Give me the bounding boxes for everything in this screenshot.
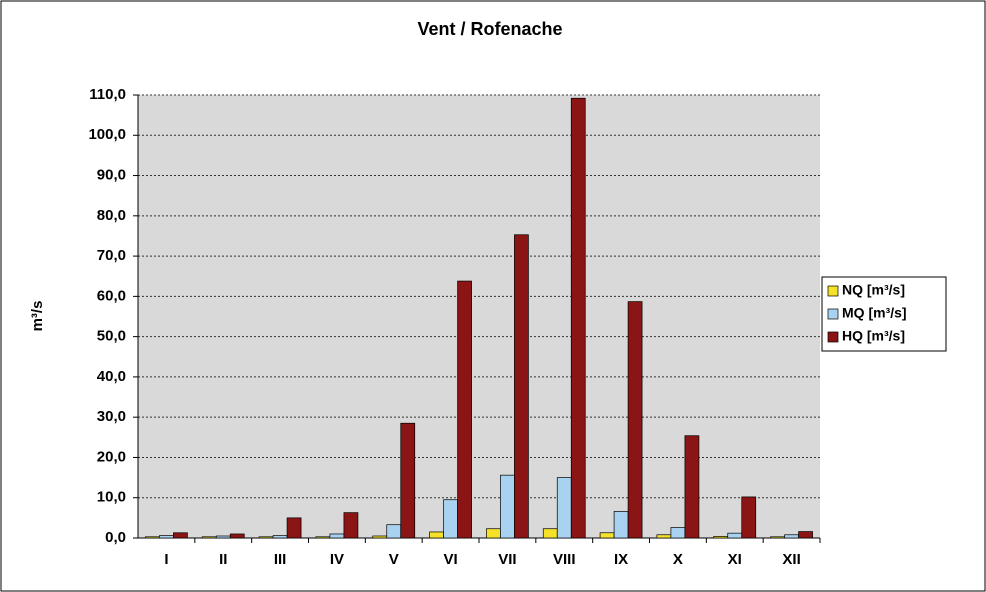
bar — [372, 535, 388, 539]
y-tick-label: 110,0 — [89, 86, 126, 103]
x-tick-label: XI — [728, 551, 742, 568]
bar — [159, 535, 174, 539]
bar — [613, 511, 629, 539]
y-tick-label: 40,0 — [97, 368, 126, 385]
bar — [429, 531, 444, 539]
bar — [798, 531, 813, 539]
bar — [627, 301, 643, 539]
bar — [457, 280, 472, 539]
bar — [201, 536, 217, 539]
legend-label: MQ [m³/s] — [842, 305, 907, 321]
x-tick-label: VI — [443, 551, 457, 568]
bar — [486, 528, 501, 539]
bar — [556, 477, 572, 539]
bar — [315, 536, 331, 539]
bar — [514, 234, 529, 539]
y-tick-label: 60,0 — [97, 287, 126, 304]
x-tick-label: VII — [498, 551, 516, 568]
bar — [173, 532, 188, 539]
y-tick-label: 80,0 — [97, 207, 126, 224]
bar — [286, 517, 302, 539]
y-tick-label: 10,0 — [97, 489, 126, 506]
bar — [500, 474, 515, 539]
bar — [215, 535, 231, 539]
legend-swatch — [827, 308, 839, 320]
x-tick-label: XII — [782, 551, 800, 568]
y-tick-label: 20,0 — [97, 448, 126, 465]
bar — [272, 535, 288, 539]
plot-area — [138, 95, 820, 538]
x-tick-label: IV — [330, 551, 344, 568]
x-tick-label: III — [274, 551, 287, 568]
y-tick-label: 70,0 — [97, 247, 126, 264]
bar — [684, 435, 700, 539]
bar — [400, 422, 416, 539]
bar — [770, 536, 785, 539]
bar — [713, 536, 729, 539]
x-tick-label: I — [164, 551, 168, 568]
bar — [343, 512, 359, 539]
bar — [542, 528, 558, 539]
y-tick-label: 100,0 — [88, 126, 126, 143]
legend-swatch — [827, 285, 839, 297]
legend-box — [821, 276, 947, 352]
legend-label: NQ [m³/s] — [842, 282, 905, 298]
bar — [329, 533, 345, 539]
bar — [570, 97, 586, 539]
y-tick-label: 30,0 — [97, 408, 126, 425]
legend-label: HQ [m³/s] — [842, 328, 905, 344]
y-tick-label: 50,0 — [97, 328, 126, 345]
bar — [656, 534, 672, 539]
bar — [741, 496, 757, 539]
bar — [443, 499, 458, 539]
x-tick-label: IX — [614, 551, 628, 568]
x-tick-label: X — [673, 551, 683, 568]
bar — [784, 534, 799, 539]
bar — [727, 532, 743, 539]
y-axis-label: m³/s — [29, 301, 46, 332]
chart-title: Vent / Rofenache — [417, 19, 562, 39]
bar — [599, 532, 615, 539]
bar — [258, 536, 274, 539]
x-tick-label: II — [219, 551, 227, 568]
bar — [386, 524, 402, 539]
x-tick-label: VIII — [553, 551, 576, 568]
bar — [229, 533, 245, 539]
y-tick-label: 0,0 — [105, 529, 126, 546]
bar — [145, 536, 160, 539]
legend-swatch — [827, 331, 839, 343]
x-tick-label: V — [389, 551, 399, 568]
y-tick-label: 90,0 — [97, 167, 126, 184]
bar — [670, 527, 686, 539]
